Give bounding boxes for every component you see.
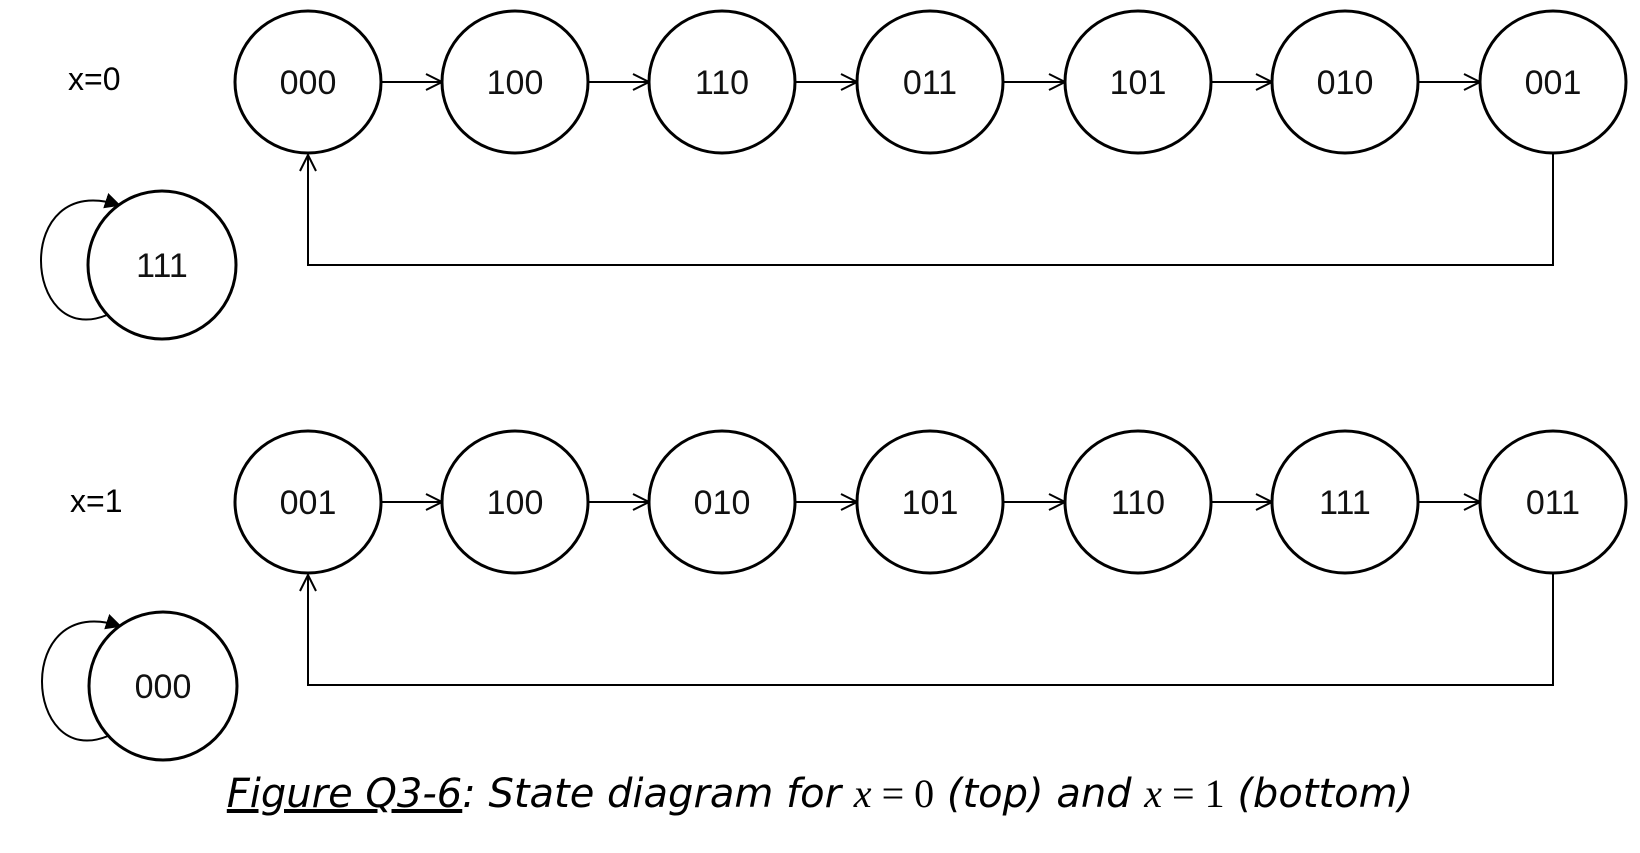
state-label: 110 — [695, 64, 749, 102]
state-circle — [87, 610, 239, 762]
state-node: 111 — [1270, 429, 1420, 575]
isolated-state-label: 111 — [136, 247, 188, 285]
state-node: 001 — [1478, 9, 1628, 155]
state-label: 001 — [280, 484, 337, 522]
state-circle — [855, 9, 1005, 155]
state-circle — [1063, 9, 1213, 155]
caption-equation-bottom: = 1 — [1162, 771, 1225, 816]
state-diagram-x1: x=1 001 100 010 101 110 111 011 000 — [41, 429, 1628, 762]
state-label: 100 — [487, 484, 544, 522]
state-node: 110 — [1063, 429, 1213, 575]
state-circle — [1478, 9, 1628, 155]
caption-variable-top: x — [853, 771, 872, 816]
state-label: 011 — [1526, 484, 1580, 522]
state-circle — [233, 9, 383, 155]
caption-variable-bottom: x — [1144, 771, 1163, 816]
figure-caption: Figure Q3-6: State diagram for x = 0 (to… — [0, 770, 1640, 817]
self-loop-arrow — [41, 614, 122, 742]
state-node: 011 — [855, 9, 1005, 155]
state-circle — [86, 189, 238, 341]
state-node: 100 — [440, 429, 590, 575]
state-label: 110 — [1111, 484, 1165, 522]
state-diagram-x0: x=0 000 100 110 011 101 010 001 111 — [40, 9, 1628, 341]
state-circle — [647, 429, 797, 575]
state-label: 001 — [1525, 64, 1582, 102]
diagram-label-x1: x=1 — [70, 483, 122, 519]
state-label: 011 — [903, 64, 957, 102]
caption-equation-top: = 0 — [871, 771, 935, 816]
isolated-state-label: 000 — [135, 668, 192, 706]
state-circle — [440, 9, 590, 155]
state-circle — [1270, 9, 1420, 155]
state-node: 101 — [1063, 9, 1213, 155]
diagram-label-x0: x=0 — [68, 61, 120, 97]
caption-text-3: (bottom) — [1224, 771, 1414, 817]
state-label: 000 — [280, 64, 337, 102]
state-node: 000 — [233, 9, 383, 155]
state-node: 001 — [233, 429, 383, 575]
feedback-arrow — [308, 153, 1554, 266]
state-circle — [440, 429, 590, 575]
state-circle — [1270, 429, 1420, 575]
state-node: 011 — [1478, 429, 1628, 575]
state-circle — [1478, 429, 1628, 575]
state-node: 100 — [440, 9, 590, 155]
state-node: 110 — [647, 9, 797, 155]
state-circle — [855, 429, 1005, 575]
figure-reference: Figure Q3-6 — [226, 771, 463, 817]
state-label: 101 — [902, 484, 959, 522]
state-node: 101 — [855, 429, 1005, 575]
state-label: 101 — [1110, 64, 1167, 102]
state-label: 111 — [1319, 484, 1371, 522]
self-loop-arrow — [40, 193, 121, 321]
feedback-arrow — [308, 573, 1554, 686]
state-circle — [647, 9, 797, 155]
state-label: 100 — [487, 64, 544, 102]
state-label: 010 — [694, 484, 751, 522]
state-label: 010 — [1317, 64, 1374, 102]
caption-text-2: (top) and — [934, 771, 1145, 817]
isolated-state-x1: 000 — [41, 610, 239, 762]
caption-text-1: : State diagram for — [462, 771, 854, 817]
state-circle — [1063, 429, 1213, 575]
isolated-state-x0: 111 — [40, 189, 238, 341]
state-node: 010 — [647, 429, 797, 575]
state-circle — [233, 429, 383, 575]
state-node: 010 — [1270, 9, 1420, 155]
